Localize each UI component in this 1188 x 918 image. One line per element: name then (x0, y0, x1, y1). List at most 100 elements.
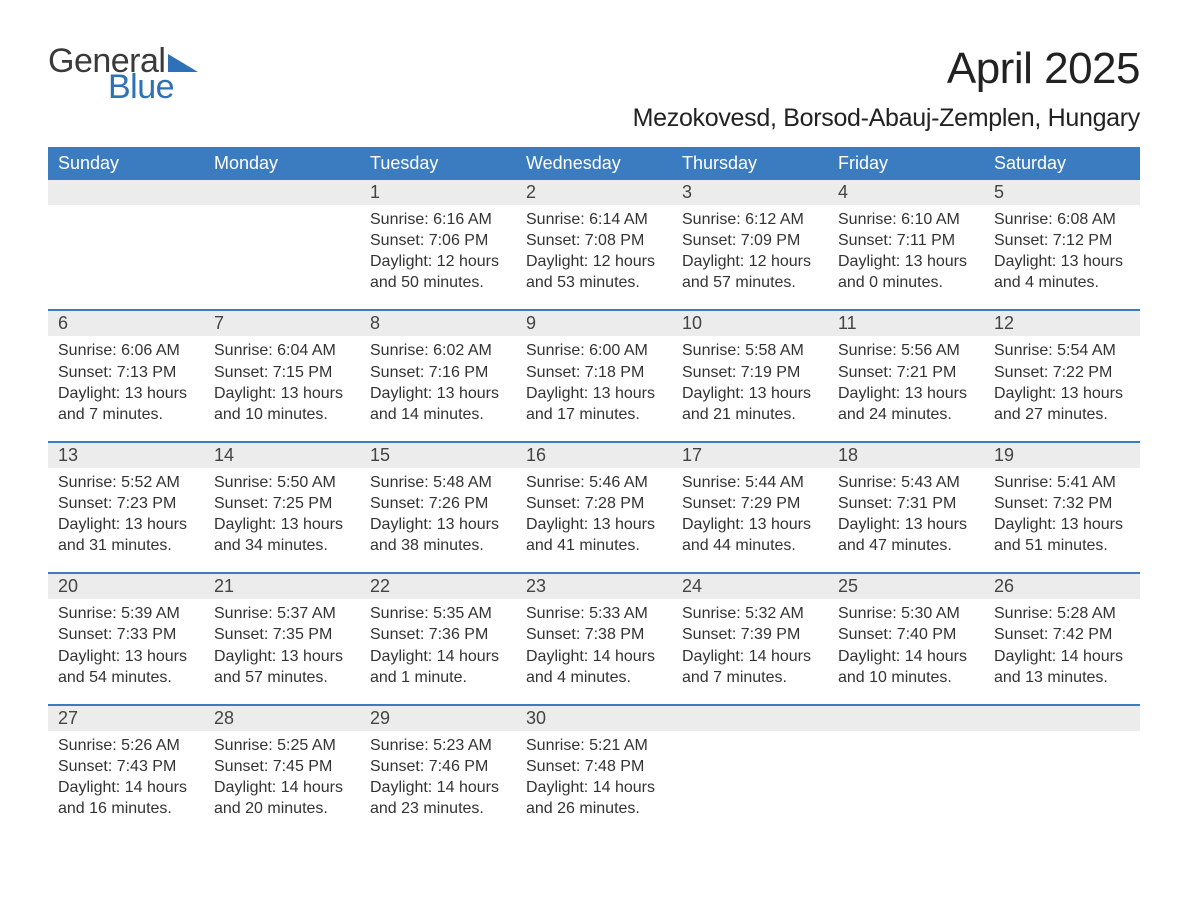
sunrise-text: Sunrise: 5:33 AM (526, 603, 662, 624)
day-body-cell: Sunrise: 6:10 AMSunset: 7:11 PMDaylight:… (828, 205, 984, 310)
daylight-text: Daylight: 13 hours and 41 minutes. (526, 514, 662, 556)
day-number: 9 (526, 313, 536, 333)
day-body-cell: Sunrise: 6:16 AMSunset: 7:06 PMDaylight:… (360, 205, 516, 310)
day-body-row: Sunrise: 6:06 AMSunset: 7:13 PM Daylight:… (48, 336, 1140, 441)
location-subtitle: Mezokovesd, Borsod-Abauj-Zemplen, Hungar… (633, 104, 1140, 133)
day-number: 28 (214, 708, 234, 728)
day-body-cell: Sunrise: 5:37 AMSunset: 7:35 PMDaylight:… (204, 599, 360, 704)
daylight-text: Daylight: 13 hours and 51 minutes. (994, 514, 1130, 556)
sunset-text: Sunset: 7:42 PM (994, 624, 1130, 645)
day-body-cell: Sunrise: 5:46 AMSunset: 7:28 PMDaylight:… (516, 468, 672, 573)
sunrise-text: Sunrise: 6:06 AM (58, 340, 194, 361)
sunset-text: Sunset: 7:09 PM (682, 230, 818, 251)
day-number-cell: 5 (984, 180, 1140, 205)
day-body-cell: Sunrise: 6:02 AMSunset: 7:16 PMDaylight:… (360, 336, 516, 441)
day-number-cell (48, 180, 204, 205)
sunset-text: Sunset: 7:36 PM (370, 624, 506, 645)
daylight-text: Daylight: 12 hours and 50 minutes. (370, 251, 506, 293)
daylight-text: Daylight: 13 hours and 21 minutes. (682, 383, 818, 425)
sunrise-text: Sunrise: 6:10 AM (838, 209, 974, 230)
day-number: 12 (994, 313, 1014, 333)
daylight-text: Daylight: 13 hours and 14 minutes. (370, 383, 506, 425)
day-body-cell (204, 205, 360, 310)
daylight-text: Daylight: 13 hours and 54 minutes. (58, 646, 194, 688)
day-number-cell: 9 (516, 310, 672, 336)
day-number-cell: 7 (204, 310, 360, 336)
day-number-cell: 24 (672, 573, 828, 599)
day-number: 23 (526, 576, 546, 596)
sunset-text: Sunset: 7:13 PM (58, 362, 194, 383)
sunrise-text: Sunrise: 6:14 AM (526, 209, 662, 230)
day-number-cell (672, 705, 828, 731)
daylight-text: Daylight: 13 hours and 31 minutes. (58, 514, 194, 556)
day-number-cell: 29 (360, 705, 516, 731)
sunset-text: Sunset: 7:45 PM (214, 756, 350, 777)
day-number-cell: 3 (672, 180, 828, 205)
sunset-text: Sunset: 7:26 PM (370, 493, 506, 514)
sunrise-text: Sunrise: 5:50 AM (214, 472, 350, 493)
day-header: Thursday (672, 147, 828, 180)
day-number: 26 (994, 576, 1014, 596)
day-body-cell: Sunrise: 5:32 AMSunset: 7:39 PMDaylight:… (672, 599, 828, 704)
sunset-text: Sunset: 7:21 PM (838, 362, 974, 383)
day-body-cell: Sunrise: 6:12 AMSunset: 7:09 PMDaylight:… (672, 205, 828, 310)
day-body-cell (48, 205, 204, 310)
sunset-text: Sunset: 7:22 PM (994, 362, 1130, 383)
day-number-cell: 27 (48, 705, 204, 731)
daylight-text: Daylight: 14 hours and 20 minutes. (214, 777, 350, 819)
daylight-text: Daylight: 13 hours and 10 minutes. (214, 383, 350, 425)
day-number: 21 (214, 576, 234, 596)
sunset-text: Sunset: 7:39 PM (682, 624, 818, 645)
day-number-cell: 11 (828, 310, 984, 336)
day-number: 30 (526, 708, 546, 728)
sunset-text: Sunset: 7:38 PM (526, 624, 662, 645)
sunrise-text: Sunrise: 5:26 AM (58, 735, 194, 756)
day-number: 5 (994, 182, 1004, 202)
daylight-text: Daylight: 12 hours and 53 minutes. (526, 251, 662, 293)
day-number-cell: 10 (672, 310, 828, 336)
day-body-cell: Sunrise: 6:14 AMSunset: 7:08 PMDaylight:… (516, 205, 672, 310)
day-number: 27 (58, 708, 78, 728)
day-number-row: 6 789 10 11 12 (48, 310, 1140, 336)
page-title: April 2025 (633, 44, 1140, 94)
sunset-text: Sunset: 7:19 PM (682, 362, 818, 383)
day-number-cell: 13 (48, 442, 204, 468)
day-number: 6 (58, 313, 68, 333)
day-number-cell: 20 (48, 573, 204, 599)
day-body-cell: Sunrise: 5:26 AMSunset: 7:43 PMDaylight:… (48, 731, 204, 835)
sunrise-text: Sunrise: 5:44 AM (682, 472, 818, 493)
daylight-text: Daylight: 13 hours and 17 minutes. (526, 383, 662, 425)
day-header: Wednesday (516, 147, 672, 180)
day-number: 24 (682, 576, 702, 596)
day-number-cell: 30 (516, 705, 672, 731)
day-number-cell (984, 705, 1140, 731)
sunset-text: Sunset: 7:46 PM (370, 756, 506, 777)
calendar-table: Sunday Monday Tuesday Wednesday Thursday… (48, 147, 1140, 835)
day-body-cell: Sunrise: 5:44 AMSunset: 7:29 PMDaylight:… (672, 468, 828, 573)
day-number: 11 (838, 313, 857, 333)
sunset-text: Sunset: 7:40 PM (838, 624, 974, 645)
day-number-cell: 16 (516, 442, 672, 468)
day-header: Tuesday (360, 147, 516, 180)
day-number-cell: 8 (360, 310, 516, 336)
day-number: 14 (214, 445, 234, 465)
daylight-text: Daylight: 13 hours and 27 minutes. (994, 383, 1130, 425)
daylight-text: Daylight: 14 hours and 7 minutes. (682, 646, 818, 688)
day-number: 19 (994, 445, 1014, 465)
day-body-cell: Sunrise: 6:00 AMSunset: 7:18 PMDaylight:… (516, 336, 672, 441)
sunrise-text: Sunrise: 6:16 AM (370, 209, 506, 230)
day-number-cell: 19 (984, 442, 1140, 468)
daylight-text: Daylight: 14 hours and 10 minutes. (838, 646, 974, 688)
day-number: 4 (838, 182, 848, 202)
day-number-row: 20212223242526 (48, 573, 1140, 599)
day-header: Friday (828, 147, 984, 180)
day-number-cell: 25 (828, 573, 984, 599)
daylight-text: Daylight: 13 hours and 0 minutes. (838, 251, 974, 293)
day-body-cell: Sunrise: 5:33 AMSunset: 7:38 PMDaylight:… (516, 599, 672, 704)
sunset-text: Sunset: 7:35 PM (214, 624, 350, 645)
day-body-cell: Sunrise: 5:54 AMSunset: 7:22 PMDaylight:… (984, 336, 1140, 441)
day-body-cell: Sunrise: 5:25 AMSunset: 7:45 PMDaylight:… (204, 731, 360, 835)
day-body-cell: Sunrise: 5:41 AMSunset: 7:32 PMDaylight:… (984, 468, 1140, 573)
day-body-cell (672, 731, 828, 835)
day-number: 10 (682, 313, 702, 333)
